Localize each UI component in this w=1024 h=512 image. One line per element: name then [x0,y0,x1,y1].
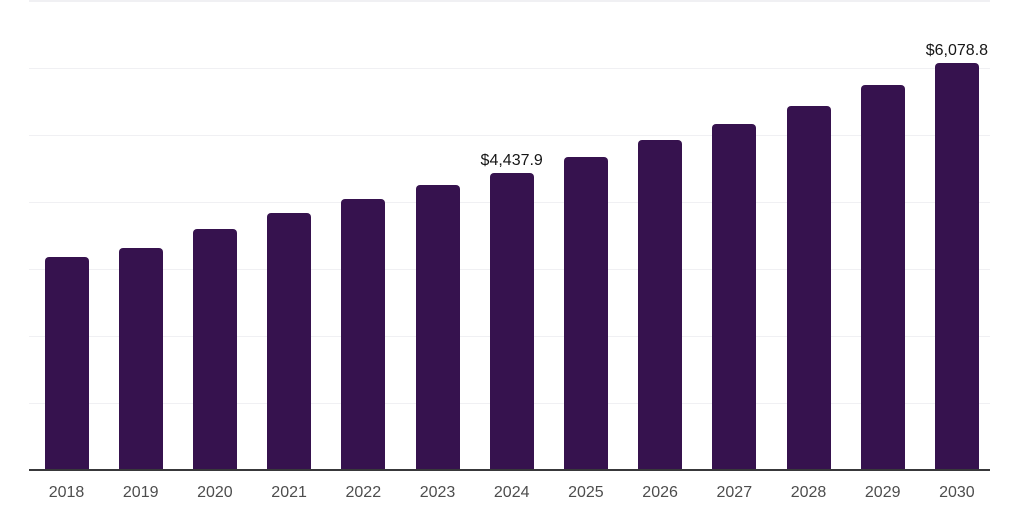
x-tick-label-2023: 2023 [419,484,456,501]
x-tick-label-2018: 2018 [48,484,85,501]
x-tick-label-2028: 2028 [790,484,827,501]
x-tick-label-2027: 2027 [716,484,753,501]
bar-2018[interactable] [44,257,89,470]
bar-2022[interactable] [341,199,386,470]
x-tick-label-2021: 2021 [271,484,307,501]
gridline [29,0,990,2]
bar-2030[interactable] [934,63,979,470]
bar-2028[interactable] [786,106,831,470]
x-tick-label-2026: 2026 [642,484,678,501]
bar-value-label-2030: $6,078.8 [925,42,989,59]
bar-2026[interactable] [638,140,683,470]
bar-2021[interactable] [267,213,312,470]
x-tick-label-2029: 2029 [864,484,901,501]
bar-value-label-2024: $4,437.9 [480,152,543,169]
x-tick-label-2025: 2025 [568,484,604,501]
bar-2019[interactable] [118,248,163,470]
x-tick-label-2020: 2020 [197,484,233,501]
x-tick-label-2022: 2022 [345,484,382,501]
bar-2025[interactable] [563,157,608,470]
x-tick-label-2030: 2030 [939,484,975,501]
x-tick-label-2019: 2019 [122,484,159,501]
bar-2027[interactable] [712,124,757,470]
bar-2029[interactable] [860,85,905,470]
gridline [29,135,990,136]
x-tick-label-2024: 2024 [493,484,530,501]
x-axis-line [29,469,990,471]
bar-2023[interactable] [415,185,460,470]
bar-2024[interactable] [489,173,534,470]
gridline [29,68,990,69]
bar-2020[interactable] [192,229,237,470]
